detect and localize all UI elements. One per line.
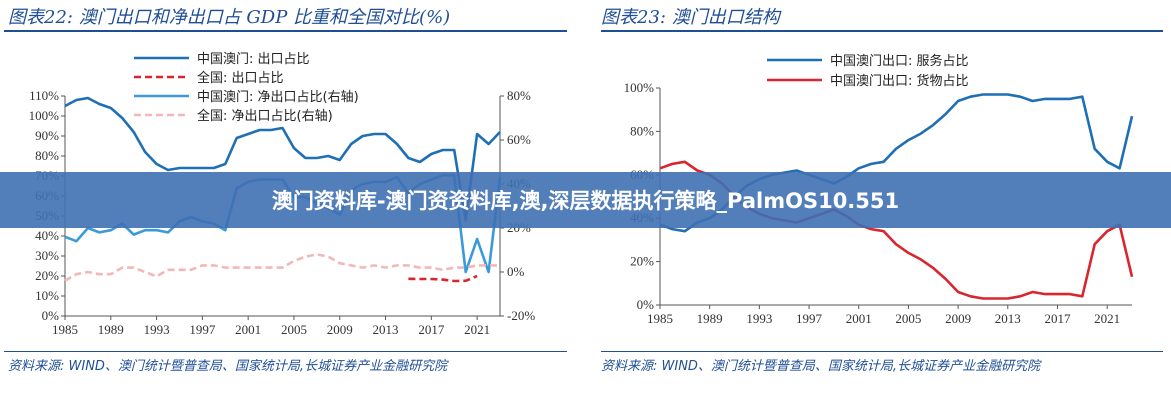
overlay-banner-text: 澳门资料库-澳门资资料库,澳,深层数据执行策略_PalmOS10.551: [271, 189, 900, 213]
left-chart-y-tick-label: 0%: [42, 308, 60, 323]
left-chart-x-tick-label: 2013: [373, 322, 399, 337]
right-chart-x-tick-label: 2001: [846, 311, 872, 326]
left-chart-legend-label-4: 全国: 净出口占比(右轴): [197, 108, 333, 124]
left-chart-title: 图表22: 澳门出口和净出口占 GDP 比重和全国对比(%): [8, 7, 451, 28]
left-chart-x-tick-label: 2005: [281, 322, 307, 337]
left-chart-y-tick-label: 40%: [35, 228, 59, 243]
left-chart-x-tick-label: 1993: [144, 322, 170, 337]
right-chart-x-tick-label: 2013: [995, 311, 1021, 326]
right-title-rule: [601, 30, 1163, 32]
left-chart-y-right-tick-label: 60%: [507, 132, 531, 147]
left-chart-series-line-1: [64, 96, 501, 222]
left-chart-x-tick-label: 2001: [235, 322, 261, 337]
right-chart-x-tick-label: 2017: [1044, 311, 1071, 326]
right-chart-legend-label-2: 中国澳门出口: 货物占比: [830, 73, 969, 89]
right-chart-source: 资料来源: WIND、澳门统计暨普查局、国家统计局,长城证券产业金融研究院: [601, 359, 1041, 374]
right-chart-x-tick-label: 1993: [746, 311, 772, 326]
left-source-rule: [4, 351, 567, 352]
left-chart-series-line-4: [64, 253, 500, 282]
left-chart-x-tick-label: 2021: [464, 322, 490, 337]
left-chart-x-tick-label: 1989: [98, 322, 124, 337]
left-chart-y-tick-label: 90%: [35, 128, 59, 143]
left-chart-y-tick-label: 100%: [29, 108, 60, 123]
right-chart-x-tick-label: 1985: [647, 311, 673, 326]
left-chart-x-tick-label: 2009: [327, 322, 353, 337]
right-chart-x-tick-label: 2021: [1094, 311, 1120, 326]
left-chart-y-tick-label: 110%: [29, 88, 59, 103]
left-chart-y-right-tick-label: 80%: [507, 88, 531, 103]
right-chart-legend-label-1: 中国澳门出口: 服务占比: [830, 53, 969, 69]
right-chart-x-tick-label: 2005: [895, 311, 921, 326]
right-chart-y-tick-label: 100%: [624, 80, 655, 95]
left-chart-legend-label-2: 全国: 出口占比: [197, 70, 284, 86]
left-chart-source: 资料来源: WIND、澳门统计暨普查局、国家统计局,长城证券产业金融研究院: [8, 359, 448, 374]
right-chart-x-tick-label: 1989: [697, 311, 723, 326]
left-chart-y-tick-label: 10%: [35, 288, 59, 303]
right-chart-x-tick-label: 1997: [796, 311, 823, 326]
left-chart-x-tick-label: 1997: [189, 322, 216, 337]
right-chart-y-tick-label: 80%: [630, 123, 654, 138]
left-chart-y-tick-label: 80%: [35, 148, 59, 163]
left-chart-x-tick-label: 1985: [52, 322, 78, 337]
left-chart-y-right-tick-label: -20%: [507, 308, 535, 323]
left-chart-y-right-tick-label: 0%: [507, 264, 525, 279]
left-chart-y-tick-label: 20%: [35, 268, 59, 283]
left-chart-x-tick-label: 2017: [418, 322, 445, 337]
right-chart-y-tick-label: 0%: [637, 297, 655, 312]
overlay-banner: 澳门资料库-澳门资资料库,澳,深层数据执行策略_PalmOS10.551: [0, 172, 1171, 228]
left-chart-legend-label-1: 中国澳门: 出口占比: [197, 51, 310, 67]
left-chart-series-line-2: [408, 274, 478, 283]
right-chart-y-tick-label: 20%: [630, 254, 654, 269]
right-chart-title: 图表23: 澳门出口结构: [601, 7, 780, 28]
right-chart-x-tick-label: 2009: [945, 311, 971, 326]
right-source-rule: [601, 351, 1163, 352]
left-title-rule: [4, 30, 567, 32]
left-chart-y-tick-label: 30%: [35, 248, 59, 263]
left-chart-legend-label-3: 中国澳门: 净出口占比(右轴): [197, 89, 359, 105]
